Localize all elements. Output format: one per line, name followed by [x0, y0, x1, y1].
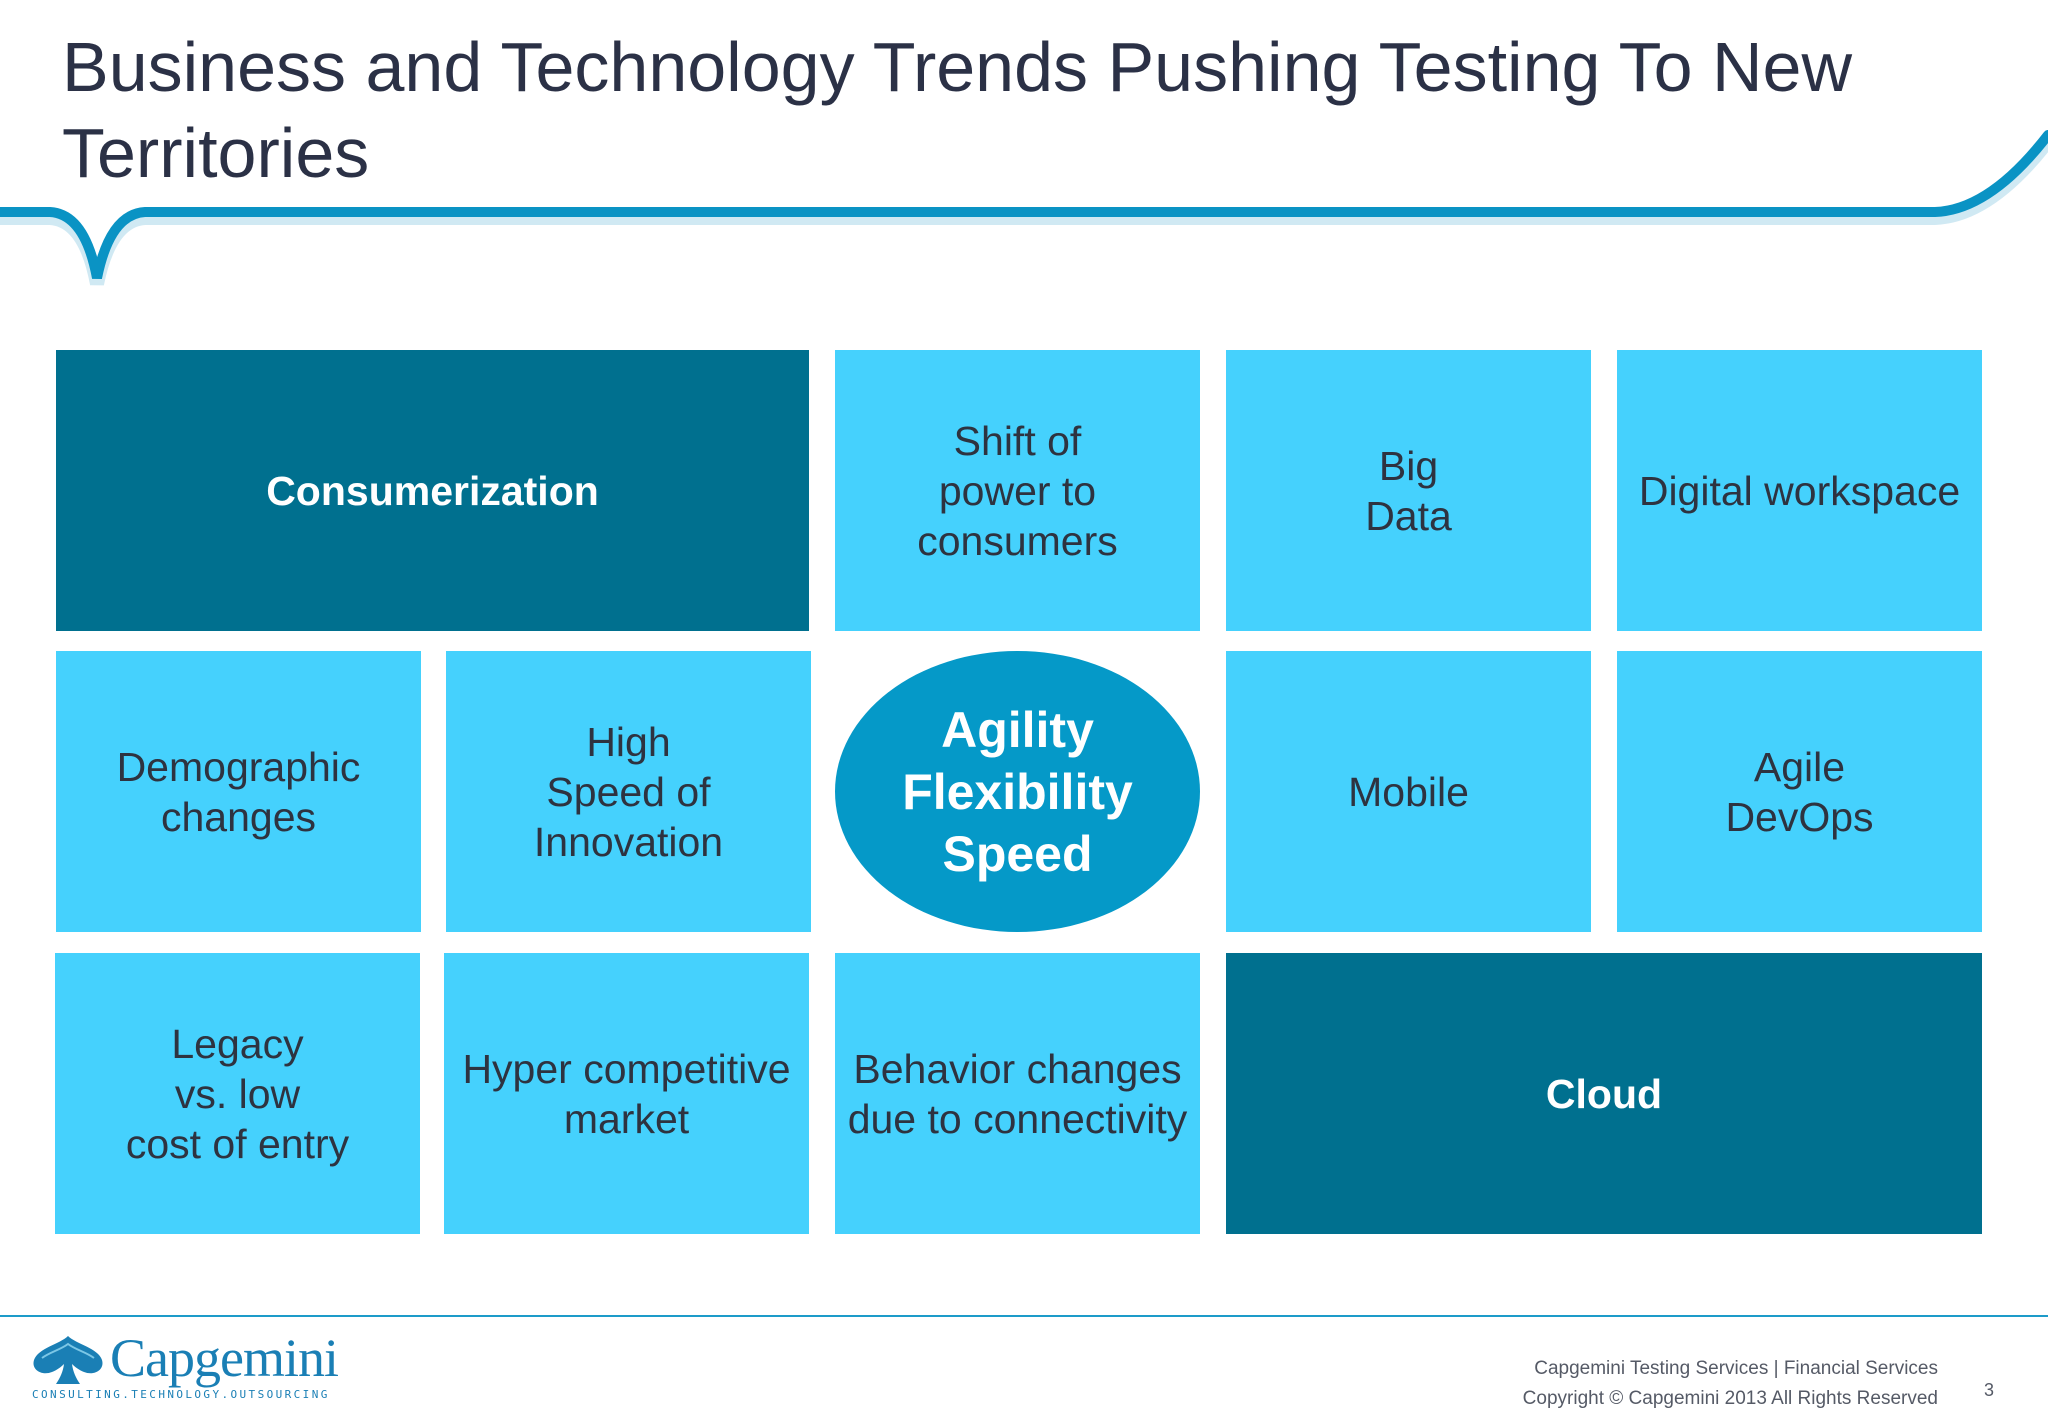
center-oval: Agility Flexibility Speed — [835, 651, 1200, 932]
spade-icon — [33, 1336, 103, 1384]
tile-agile-devops-line-1: Agile — [1753, 743, 1846, 790]
tile-behavior-changes: Behavior changes due to connectivity — [835, 953, 1200, 1234]
page-title: Business and Technology Trends Pushing T… — [62, 28, 1853, 192]
tile-high-speed-innovation: High Speed of Innovation — [446, 651, 811, 932]
tile-legacy: Legacy vs. low cost of entry — [55, 953, 420, 1234]
tile-big-data: Big Data — [1226, 350, 1591, 631]
tile-mobile-label: Mobile — [1348, 768, 1469, 815]
tile-shift-of-power-line-3: consumers — [917, 517, 1118, 564]
tile-legacy-line-3: cost of entry — [125, 1120, 350, 1167]
tile-high-speed-innovation-line-3: Innovation — [533, 818, 724, 865]
tile-cloud: Cloud — [1226, 953, 1982, 1234]
center-oval-line-speed: Speed — [942, 825, 1093, 882]
tile-cloud-label: Cloud — [1545, 1070, 1663, 1117]
footer-divider — [0, 1315, 2048, 1317]
tile-big-data-line-1: Big — [1378, 442, 1439, 489]
tile-shift-of-power: Shift of power to consumers — [835, 350, 1200, 631]
tile-consumerization-label: Consumerization — [266, 467, 599, 514]
tile-legacy-line-1: Legacy — [171, 1020, 304, 1067]
tile-shift-of-power-line-2: power to — [938, 467, 1097, 514]
tile-legacy-line-2: vs. low — [174, 1070, 301, 1117]
tile-hyper-competitive: Hyper competitive market — [444, 953, 809, 1234]
tile-shift-of-power-line-1: Shift of — [953, 417, 1082, 464]
footer-services: Capgemini Testing Services | Financial S… — [1534, 1358, 1938, 1379]
tile-high-speed-innovation-line-1: High — [586, 718, 671, 765]
center-oval-line-flexibility: Flexibility — [902, 763, 1133, 820]
tile-digital-workspace: Digital workspace — [1617, 350, 1982, 631]
footer-copyright: Copyright © Capgemini 2013 All Rights Re… — [1522, 1388, 1938, 1409]
capgemini-logo: Capgemini CONSULTING.TECHNOLOGY.OUTSOURC… — [30, 1328, 339, 1406]
tile-agile-devops: Agile DevOps — [1617, 651, 1982, 932]
tile-demographic-changes: Demographic changes — [56, 651, 421, 932]
tile-behavior-changes-line-1: Behavior changes — [853, 1045, 1182, 1092]
tile-hyper-competitive-line-2: market — [563, 1095, 690, 1142]
logo-wordmark: Capgemini — [110, 1328, 339, 1388]
header-curve-decoration — [0, 130, 2048, 286]
tile-high-speed-innovation-line-2: Speed of — [546, 768, 711, 815]
tile-demographic-changes-line-1: Demographic — [116, 743, 361, 790]
center-oval-line-agility: Agility — [941, 701, 1094, 758]
tile-mobile: Mobile — [1226, 651, 1591, 932]
tile-demographic-changes-line-2: changes — [160, 793, 316, 840]
tile-behavior-changes-line-2: due to connectivity — [847, 1095, 1188, 1142]
tile-agile-devops-line-2: DevOps — [1725, 793, 1874, 840]
tile-digital-workspace-label: Digital workspace — [1638, 467, 1961, 514]
page-number: 3 — [1984, 1380, 1995, 1400]
tile-consumerization: Consumerization — [56, 350, 809, 631]
tile-hyper-competitive-line-1: Hyper competitive — [462, 1045, 791, 1092]
tile-big-data-line-2: Data — [1365, 492, 1452, 539]
logo-tagline: CONSULTING.TECHNOLOGY.OUTSOURCING — [32, 1388, 330, 1401]
